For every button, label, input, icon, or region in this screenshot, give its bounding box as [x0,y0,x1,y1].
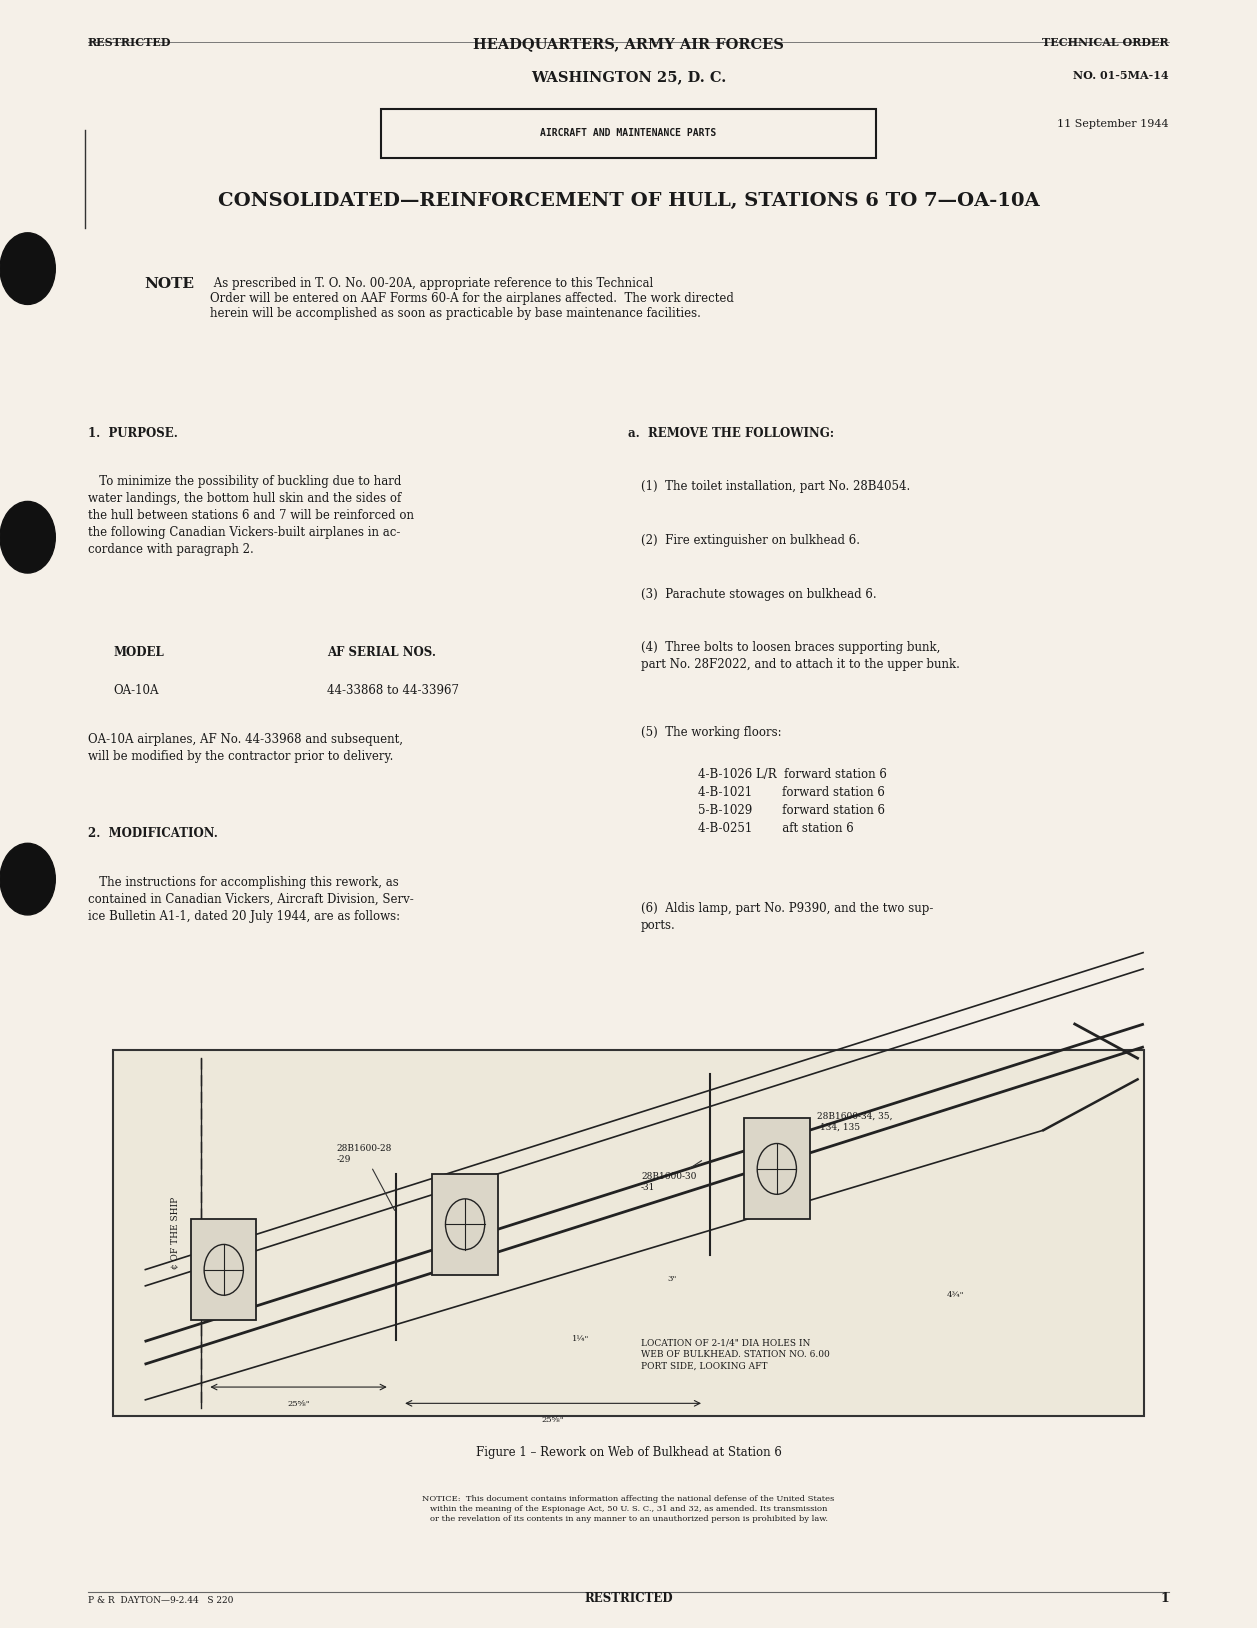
Text: (4)  Three bolts to loosen braces supporting bunk,
part No. 28F2022, and to atta: (4) Three bolts to loosen braces support… [641,641,960,671]
Circle shape [0,233,55,304]
Bar [113,1050,1144,1416]
Text: 44-33868 to 44-33967: 44-33868 to 44-33967 [327,684,459,697]
Bar [744,1118,810,1219]
Text: WASHINGTON 25, D. C.: WASHINGTON 25, D. C. [530,70,727,85]
Text: 11 September 1944: 11 September 1944 [1057,119,1169,129]
Text: As prescribed in T. O. No. 00-20A, appropriate reference to this Technical
Order: As prescribed in T. O. No. 00-20A, appro… [210,277,734,319]
Text: To minimize the possibility of buckling due to hard
water landings, the bottom h: To minimize the possibility of buckling … [88,475,414,557]
Text: RESTRICTED: RESTRICTED [88,37,171,49]
Text: AIRCRAFT AND MAINTENANCE PARTS: AIRCRAFT AND MAINTENANCE PARTS [541,129,716,138]
Text: (2)  Fire extinguisher on bulkhead 6.: (2) Fire extinguisher on bulkhead 6. [641,534,860,547]
Text: RESTRICTED: RESTRICTED [585,1592,672,1605]
Text: (5)  The working floors:: (5) The working floors: [641,726,782,739]
Text: NOTE: NOTE [145,277,195,291]
Text: 25⅝": 25⅝" [287,1400,310,1408]
Text: HEADQUARTERS, ARMY AIR FORCES: HEADQUARTERS, ARMY AIR FORCES [473,37,784,52]
Text: LOCATION OF 2-1/4" DIA HOLES IN
WEB OF BULKHEAD. STATION NO. 6.00
PORT SIDE, LOO: LOCATION OF 2-1/4" DIA HOLES IN WEB OF B… [641,1338,830,1371]
Text: (6)  Aldis lamp, part No. P9390, and the two sup-
ports.: (6) Aldis lamp, part No. P9390, and the … [641,902,934,931]
Text: 28B1600-30
-31: 28B1600-30 -31 [641,1161,701,1192]
Text: 2.  MODIFICATION.: 2. MODIFICATION. [88,827,217,840]
Text: 28B1600-28
-29: 28B1600-28 -29 [337,1144,395,1210]
Circle shape [0,843,55,915]
Text: 4¾": 4¾" [947,1291,964,1299]
Text: 1: 1 [1160,1592,1169,1605]
Bar [191,1219,256,1320]
Circle shape [0,501,55,573]
Text: 3": 3" [667,1275,678,1283]
Text: OA-10A airplanes, AF No. 44-33968 and subsequent,
will be modified by the contra: OA-10A airplanes, AF No. 44-33968 and su… [88,733,403,762]
Text: 28B1600-34, 35,
-134, 135: 28B1600-34, 35, -134, 135 [817,1112,892,1131]
Text: (1)  The toilet installation, part No. 28B4054.: (1) The toilet installation, part No. 28… [641,480,910,493]
Text: a.  REMOVE THE FOLLOWING:: a. REMOVE THE FOLLOWING: [628,427,835,440]
Text: P & R  DAYTON—9-2.44   S 220: P & R DAYTON—9-2.44 S 220 [88,1595,234,1605]
Text: MODEL: MODEL [113,646,163,659]
Text: 1¼": 1¼" [572,1335,590,1343]
Text: 4-B-1026 L/R  forward station 6
4-B-1021        forward station 6
5-B-1029      : 4-B-1026 L/R forward station 6 4-B-1021 … [698,768,886,835]
Text: The instructions for accomplishing this rework, as
contained in Canadian Vickers: The instructions for accomplishing this … [88,876,414,923]
Text: CONSOLIDATED—REINFORCEMENT OF HULL, STATIONS 6 TO 7—OA-10A: CONSOLIDATED—REINFORCEMENT OF HULL, STAT… [217,192,1040,210]
Text: AF SERIAL NOS.: AF SERIAL NOS. [327,646,436,659]
Text: NOTICE:  This document contains information affecting the national defense of th: NOTICE: This document contains informati… [422,1495,835,1524]
Text: 1.  PURPOSE.: 1. PURPOSE. [88,427,177,440]
FancyBboxPatch shape [381,109,876,158]
Text: (3)  Parachute stowages on bulkhead 6.: (3) Parachute stowages on bulkhead 6. [641,588,876,601]
Text: 25⅝": 25⅝" [542,1416,564,1424]
Text: NO. 01-5MA-14: NO. 01-5MA-14 [1073,70,1169,81]
Text: OA-10A: OA-10A [113,684,158,697]
Bar [432,1174,498,1275]
Text: TECHNICAL ORDER: TECHNICAL ORDER [1042,37,1169,49]
Text: Figure 1 – Rework on Web of Bulkhead at Station 6: Figure 1 – Rework on Web of Bulkhead at … [475,1446,782,1459]
Text: ¢ OF THE SHIP: ¢ OF THE SHIP [171,1197,181,1270]
